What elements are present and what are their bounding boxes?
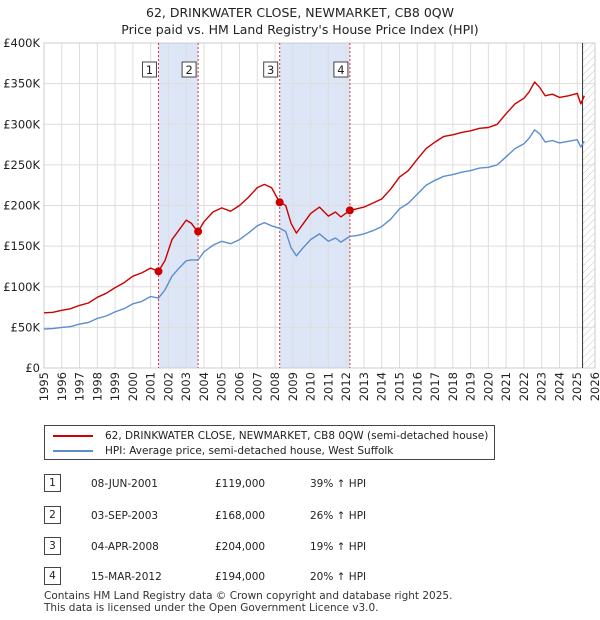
y-tick-label: £200K xyxy=(3,199,40,213)
plot-frame xyxy=(43,42,596,369)
x-tick-label: 2000 xyxy=(126,372,140,401)
transaction-marker-box-4 xyxy=(333,61,349,78)
y-tick-label: £350K xyxy=(3,77,40,91)
legend-swatch-property xyxy=(53,435,93,437)
y-tick-label: £250K xyxy=(3,158,40,172)
x-tick-label: 2019 xyxy=(464,372,478,401)
footer-license: This data is licensed under the Open Gov… xyxy=(44,602,379,614)
x-tick-label: 2017 xyxy=(428,372,442,401)
x-tick-label: 2011 xyxy=(321,372,335,401)
x-tick-label: 2012 xyxy=(339,372,353,401)
legend-item-property: 62, DRINKWATER CLOSE, NEWMARKET, CB8 0QW… xyxy=(53,428,488,444)
x-tick-label: 2006 xyxy=(233,372,247,401)
x-tick-label: 2023 xyxy=(535,372,549,401)
transaction-price: £119,000 xyxy=(215,478,266,490)
y-tick-label: £300K xyxy=(3,117,40,131)
transaction-price: £194,000 xyxy=(215,571,266,583)
transaction-marker-label-3: 3 xyxy=(267,63,274,77)
price-chart: 1 2 3 4 £0 £50K £100K £150K £200K £250K £300K £350K… xyxy=(3,36,600,401)
x-tick-label: 2005 xyxy=(215,372,229,401)
x-tick-label: 2002 xyxy=(161,372,175,401)
transaction-hpi-diff: 19% ↑ HPI xyxy=(310,541,367,553)
transaction-number: 2 xyxy=(44,506,61,524)
x-tick-label: 2001 xyxy=(144,372,158,401)
x-tick-label: 2022 xyxy=(517,372,531,401)
legend-label-property: 62, DRINKWATER CLOSE, NEWMARKET, CB8 0QW… xyxy=(105,430,489,442)
y-tick-label: £100K xyxy=(3,280,40,294)
x-tick-label: 2024 xyxy=(552,372,566,401)
transaction-point-3 xyxy=(275,198,284,207)
transaction-hpi-diff: 20% ↑ HPI xyxy=(310,571,367,583)
y-tick-label: £50K xyxy=(11,320,41,334)
x-tick-label: 2025 xyxy=(570,372,584,401)
footer: Contains HM Land Registry data © Crown c… xyxy=(44,590,452,614)
x-tick-label: 2013 xyxy=(357,372,371,401)
y-tick-label: £400K xyxy=(3,36,40,50)
chart-title: 62, DRINKWATER CLOSE, NEWMARKET, CB8 0QW xyxy=(146,5,454,20)
x-tick-label: 2008 xyxy=(268,372,282,401)
x-tick-label: 2018 xyxy=(446,372,460,401)
legend: 62, DRINKWATER CLOSE, NEWMARKET, CB8 0QW… xyxy=(44,425,495,460)
x-tick-label: 1999 xyxy=(108,372,122,401)
y-tick-label: £0 xyxy=(25,361,40,375)
legend-label-hpi: HPI: Average price, semi-detached house,… xyxy=(105,445,394,457)
transaction-point-2 xyxy=(194,227,203,236)
series-line-property xyxy=(43,81,585,314)
legend-swatch-hpi xyxy=(53,450,93,452)
transaction-marker-box-1 xyxy=(141,61,157,78)
x-tick-label: 2009 xyxy=(286,372,300,401)
transaction-date: 03-SEP-2003 xyxy=(91,510,159,522)
x-tick-label: 2015 xyxy=(392,372,406,401)
x-tick-label: 1997 xyxy=(73,372,87,401)
transaction-price: £168,000 xyxy=(215,510,266,522)
y-tick-label: £150K xyxy=(3,239,40,253)
transaction-marker-box-2 xyxy=(181,61,197,78)
x-tick-label: 1995 xyxy=(37,372,51,401)
transaction-marker-label-1: 1 xyxy=(146,63,153,77)
transaction-marker-label-4: 4 xyxy=(337,63,344,77)
transaction-price: £204,000 xyxy=(215,541,266,553)
transaction-number: 3 xyxy=(44,537,61,555)
x-tick-label: 1998 xyxy=(90,372,104,401)
x-tick-label: 2016 xyxy=(410,372,424,401)
transaction-date: 15-MAR-2012 xyxy=(91,571,162,583)
footer-copyright: Contains HM Land Registry data © Crown c… xyxy=(44,590,453,602)
transaction-hpi-diff: 39% ↑ HPI xyxy=(310,478,367,490)
series-line-hpi xyxy=(43,129,585,330)
chart-subtitle: Price paid vs. HM Land Registry's House … xyxy=(121,22,479,37)
x-tick-label: 2014 xyxy=(375,372,389,401)
x-tick-label: 1996 xyxy=(55,372,69,401)
transaction-number: 1 xyxy=(44,474,61,492)
x-tick-label: 2004 xyxy=(197,372,211,401)
x-tick-label: 2020 xyxy=(481,372,495,401)
transaction-marker-box-3 xyxy=(263,61,279,78)
x-tick-label: 2021 xyxy=(499,372,513,401)
transaction-date: 08-JUN-2001 xyxy=(91,478,158,490)
transaction-point-4 xyxy=(345,206,354,215)
x-tick-label: 2007 xyxy=(250,372,264,401)
transaction-point-1 xyxy=(154,267,163,276)
x-tick-label: 2003 xyxy=(179,372,193,401)
transaction-date: 04-APR-2008 xyxy=(91,541,159,553)
x-tick-label: 2010 xyxy=(304,372,318,401)
transaction-number: 4 xyxy=(44,567,61,585)
transaction-hpi-diff: 26% ↑ HPI xyxy=(310,510,367,522)
legend-item-hpi: HPI: Average price, semi-detached house,… xyxy=(53,443,393,459)
x-tick-label: 2026 xyxy=(588,372,600,401)
transaction-marker-label-2: 2 xyxy=(185,63,192,77)
